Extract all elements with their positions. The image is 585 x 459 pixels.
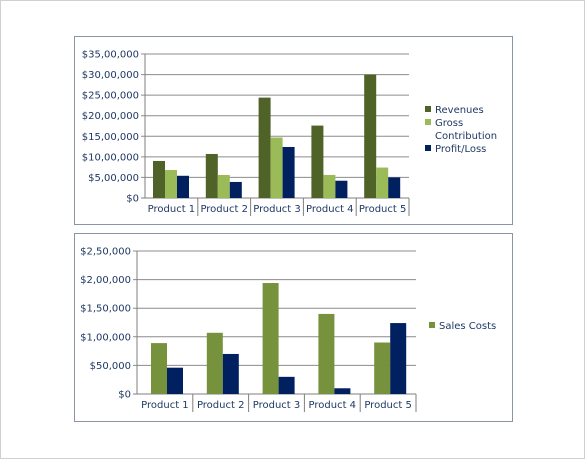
legend-swatch — [425, 106, 431, 112]
x-tick-label: Product 4 — [309, 400, 357, 411]
bar — [258, 97, 271, 198]
y-tick-label: $0 — [126, 194, 139, 205]
x-tick-label: Product 5 — [364, 400, 412, 411]
y-tick-label: $15,00,000 — [82, 132, 139, 143]
legend-swatch — [429, 322, 435, 328]
bar — [335, 180, 348, 198]
y-tick-label: $20,00,000 — [82, 111, 139, 122]
y-tick-label: $30,00,000 — [82, 70, 139, 81]
y-tick-label: $25,00,000 — [82, 91, 139, 102]
bar — [167, 367, 183, 394]
bar — [153, 160, 165, 198]
bar — [165, 170, 177, 198]
bar — [311, 125, 324, 198]
sales-costs-chart-svg: $0 $50,000 $1,00,000 $1,50,000 $2,00,000 $2,5… — [80, 247, 496, 412]
bar — [318, 313, 335, 394]
bar — [376, 167, 389, 198]
y-tick-label: $1,00,000 — [80, 332, 131, 343]
x-tick-label: Product 3 — [253, 204, 301, 215]
bar — [229, 181, 242, 198]
legend-label: Profit/Loss — [435, 144, 486, 155]
bar — [374, 342, 391, 394]
bar — [270, 137, 283, 198]
x-tick-label: Product 2 — [197, 400, 245, 411]
bar — [390, 323, 407, 394]
legend-label: Gross — [435, 118, 463, 129]
bar — [262, 283, 279, 394]
y-tick-label: $10,00,000 — [82, 152, 139, 163]
x-tick-label: Product 2 — [200, 204, 248, 215]
x-tick-label: Product 5 — [359, 204, 407, 215]
bar — [217, 174, 230, 198]
bar — [177, 175, 189, 198]
bar — [206, 332, 223, 394]
x-tick-label: Product 4 — [306, 204, 354, 215]
revenue-chart-svg: $0 $5,00,000 $10,00,000 $15,00,000 $20,00,00… — [82, 50, 497, 216]
bar — [334, 388, 351, 394]
x-tick-label: Product 1 — [141, 400, 189, 411]
bar — [388, 177, 401, 198]
legend-label: Sales Costs — [439, 321, 496, 332]
legend-swatch — [425, 119, 431, 125]
x-tick-label: Product 3 — [253, 400, 301, 411]
revenue-chart: $0 $5,00,000 $10,00,000 $15,00,000 $20,00,00… — [74, 36, 513, 225]
y-tick-label: $1,50,000 — [80, 304, 131, 315]
bar — [282, 146, 295, 198]
x-tick-label: Product 1 — [148, 204, 196, 215]
bar — [222, 353, 239, 394]
bar — [205, 153, 218, 198]
legend-label: Revenues — [435, 105, 484, 116]
y-tick-label: $2,00,000 — [80, 275, 131, 286]
y-tick-label: $2,50,000 — [80, 247, 131, 258]
bar — [323, 174, 336, 198]
y-tick-label: $35,00,000 — [82, 50, 139, 61]
legend-label: Contribution — [435, 131, 497, 142]
bar — [151, 343, 167, 394]
bar — [364, 74, 377, 198]
y-tick-label: $50,000 — [90, 361, 131, 372]
sales-costs-chart: $0 $50,000 $1,00,000 $1,50,000 $2,00,000 $2,5… — [74, 233, 513, 422]
y-tick-label: $0 — [118, 390, 131, 401]
bar — [278, 376, 295, 394]
y-tick-label: $5,00,000 — [88, 173, 139, 184]
legend-swatch — [425, 145, 431, 151]
